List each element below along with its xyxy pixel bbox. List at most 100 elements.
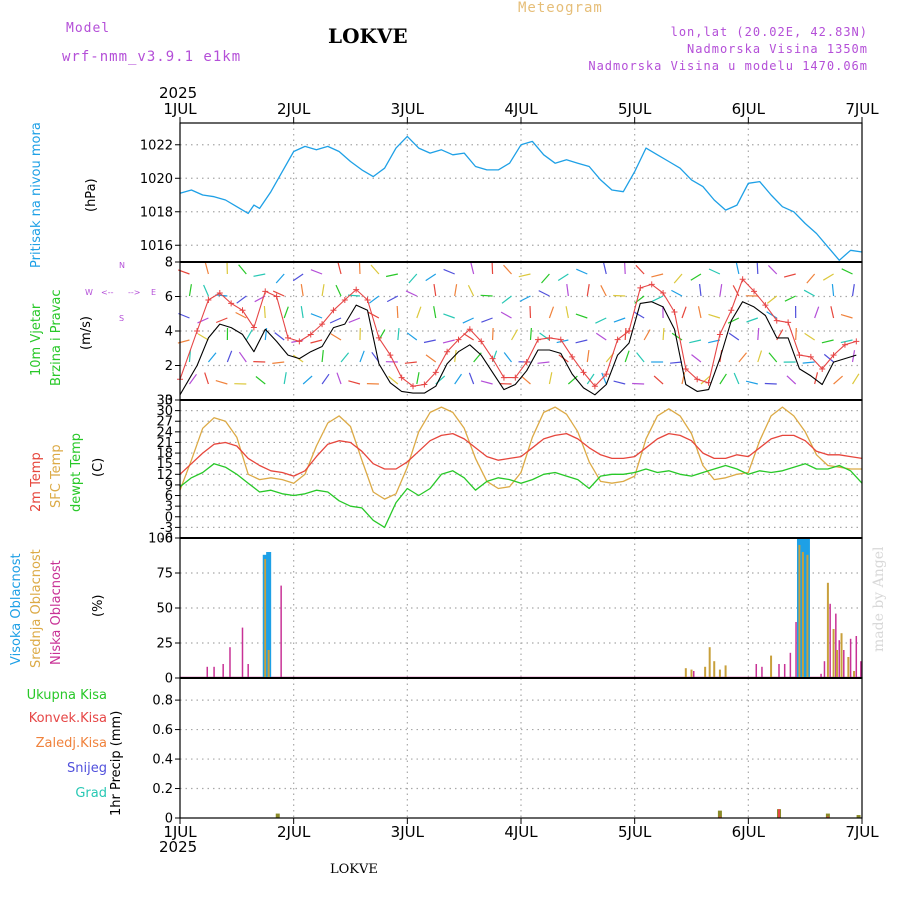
wind-arrow (454, 350, 457, 363)
wind-arrow (521, 375, 531, 385)
wind-gust-marker (546, 334, 553, 341)
wind-gust-marker (296, 338, 303, 345)
wind-arrow (329, 317, 342, 324)
cloud-low-label: Niska Oblacnost (49, 560, 64, 665)
wind-arrow (586, 350, 590, 363)
wind-arrow (652, 295, 664, 302)
wind-gust-marker (455, 336, 462, 343)
wind-arrow (310, 339, 323, 344)
wind-arrow (188, 284, 192, 297)
wind-arrow (416, 306, 422, 319)
y-tick-label: 0.2 (152, 782, 173, 797)
wind-gust-marker (432, 369, 439, 376)
cloud-low-bar (860, 661, 862, 678)
wind-arrow (802, 361, 815, 364)
wind-arrow (204, 262, 209, 275)
wind-arrow (768, 352, 778, 363)
wind-gust-marker (250, 324, 257, 331)
wind-arrow (708, 268, 721, 275)
wind-arrow (691, 354, 702, 363)
day-label-top: 7JUL (845, 100, 879, 118)
y-tick-label: 2 (165, 359, 173, 374)
compass-e: E (151, 288, 157, 297)
wind-gust-marker (284, 334, 291, 341)
y-tick-label: 8 (165, 256, 173, 271)
cloud-low-bar (778, 664, 780, 678)
wind-arrow (463, 332, 474, 341)
wind-arrow (321, 373, 330, 385)
wind-gust-marker (364, 296, 371, 303)
wind-gust-marker (228, 300, 235, 307)
precip-snow-label: Snijeg (67, 761, 107, 776)
precip-total-bar (275, 813, 280, 818)
y-tick-label: -3 (160, 521, 173, 536)
cloud-low-bar (213, 666, 215, 678)
wind-arrow (602, 262, 607, 275)
pressure-unit-label: (hPa) (84, 178, 99, 212)
wind-gust-marker (739, 276, 746, 283)
wind-arrow (719, 284, 723, 297)
cloud-mid-bar (835, 650, 838, 678)
wind-gust-marker (307, 331, 314, 338)
y-tick-label: 6 (165, 290, 173, 305)
wind-arrow (548, 372, 553, 385)
wind-arrow (673, 273, 683, 284)
day-label-top: 3JUL (391, 100, 425, 118)
wind-arrow (300, 284, 304, 297)
wind-arrow (238, 351, 247, 363)
wind-gust-marker (841, 341, 848, 348)
cloud-mid-bar (853, 671, 856, 678)
cloud-mid-bar (713, 661, 716, 678)
wind-arrow (443, 313, 455, 319)
wind-arrow (480, 380, 493, 385)
wind-arrow (348, 380, 361, 385)
wind-gust-marker (512, 374, 519, 381)
wind-arrows (177, 261, 860, 385)
wind-arrow (548, 306, 555, 319)
cloud-low-bar (241, 627, 244, 678)
wind-arrow (501, 295, 512, 304)
cloud-low-bar (820, 673, 822, 678)
wind-arrow (690, 273, 702, 281)
precip-frz-label: Zaledj.Kisa (35, 736, 107, 751)
year-bottom: 2025 (159, 838, 198, 856)
wind-arrow (746, 317, 759, 323)
y-tick-label: 9 (165, 478, 173, 493)
wind-arrow (804, 332, 815, 341)
wind-arrow (503, 264, 512, 275)
wind-gust-marker (603, 371, 610, 378)
wind-gust-marker (239, 307, 246, 314)
wind-gust-marker (625, 328, 632, 334)
cloud-low-bar (206, 666, 209, 678)
compass-left-arrow: <-- (101, 288, 114, 297)
cloud-low-bar (855, 636, 858, 678)
wind-arrow (539, 332, 550, 341)
y-tick-label: 1016 (140, 239, 173, 254)
coords-label: lon,lat (20.02E, 42.83N) (670, 25, 868, 39)
cloud-mid-bar (801, 552, 804, 678)
cloud-mid-bar (718, 669, 721, 678)
cloud-mid-bar (267, 650, 270, 678)
wind-arrow (697, 306, 702, 319)
wind-arrow (840, 314, 853, 319)
wind-arrow (586, 373, 595, 385)
cloud-mid-bar (684, 668, 687, 678)
panel-frame (179, 122, 863, 263)
precip-total-label: Ukupna Kisa (26, 688, 107, 703)
wind-arrow (633, 311, 645, 319)
wind-arrow (302, 375, 313, 385)
cloud-mid-bar (847, 657, 850, 678)
y-tick-label: 18 (156, 447, 173, 462)
cloud-low-bar (843, 650, 845, 678)
wind-arrow (814, 372, 819, 385)
cloud-low-bar (823, 661, 826, 678)
wind-arrow (851, 284, 855, 297)
wind-arrow (575, 339, 588, 344)
wind-arrow (503, 352, 513, 363)
y-tick-label: 0 (165, 510, 173, 525)
wind-arrow (757, 350, 763, 363)
cloud-low-bar (838, 640, 840, 678)
wind-gust-marker (830, 352, 837, 359)
wind-arrow (671, 332, 683, 341)
